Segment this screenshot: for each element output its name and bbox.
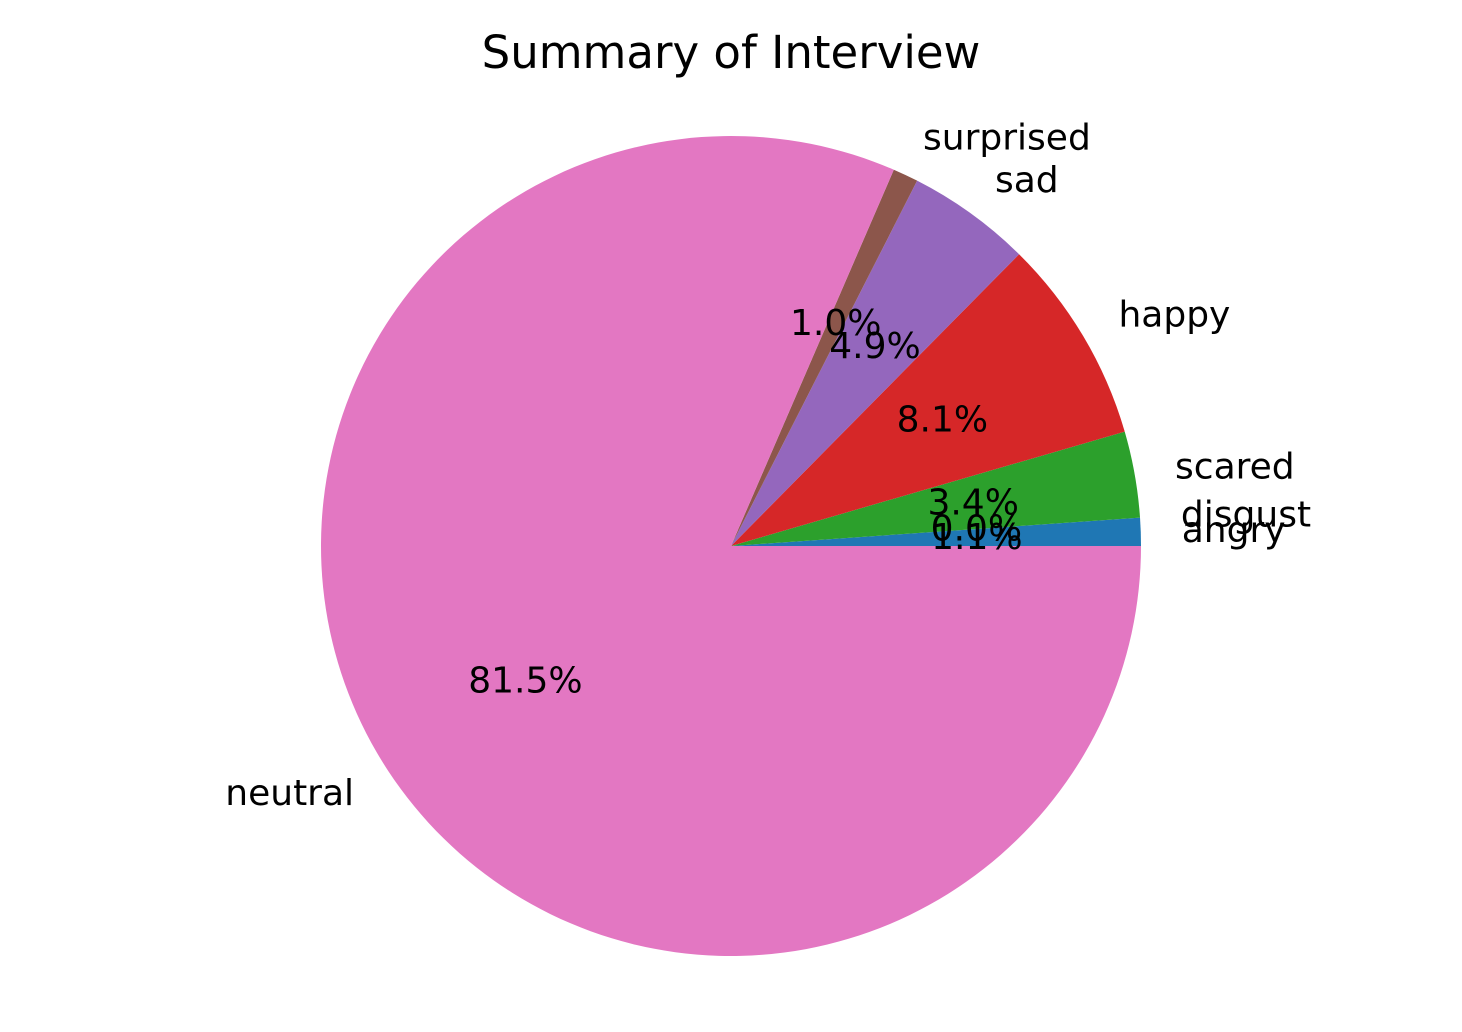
percent-label-happy: 8.1% [897,400,988,441]
percent-label-surprised: 1.0% [790,303,881,344]
pie-slice-neutral [320,135,1141,956]
percent-label-neutral: 81.5% [468,661,582,702]
pie-slice-happy [731,254,1125,546]
pie-slice-sad [731,180,1020,547]
pie-slice-angry [731,517,1141,546]
percent-label-angry: 1.1% [931,517,1022,558]
slice-label-sad: sad [995,160,1059,201]
chart-title: Summary of Interview [482,26,981,79]
slice-label-disgust: disgust [1181,494,1311,535]
slice-label-happy: happy [1118,295,1230,336]
percent-label-scared: 3.4% [927,482,1018,523]
slice-label-scared: scared [1175,447,1295,488]
percent-label-disgust: 0.0% [931,509,1022,550]
pie-slice-surprised [731,169,918,547]
pie-slices [320,135,1141,956]
percent-label-sad: 4.9% [829,326,920,367]
pie-slice-scared [731,431,1141,546]
slice-label-neutral: neutral [225,773,354,814]
slice-label-surprised: surprised [923,117,1091,158]
slice-label-angry: angry [1182,510,1286,551]
percent-labels: 1.1%0.0%3.4% 8.1% 4.9%1.0% 81.5% [468,303,1022,702]
